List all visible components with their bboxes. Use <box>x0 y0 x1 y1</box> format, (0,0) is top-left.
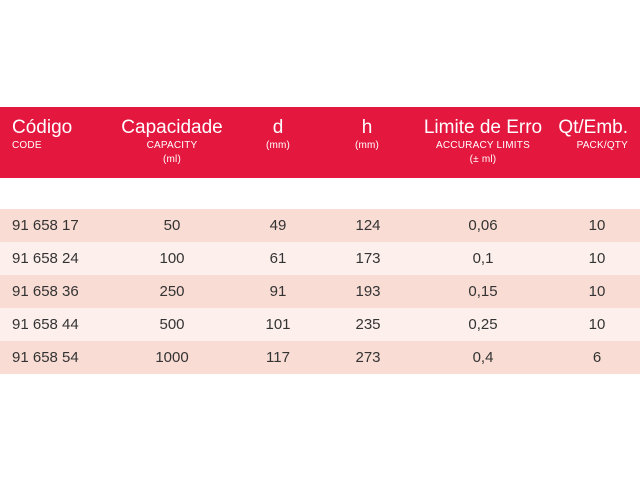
header-limit: Limite de Erro ACCURACY LIMITS (± ml) <box>418 107 548 178</box>
cell-d: 117 <box>266 349 290 366</box>
cell-h: 273 <box>355 349 381 366</box>
cell-capacity: 1000 <box>155 349 189 366</box>
header-d: d (mm) <box>256 107 300 178</box>
header-code-subtitle: CODE <box>12 140 42 151</box>
header-qty: Qt/Emb. PACK/QTY <box>558 107 628 178</box>
cell-qty: 10 <box>588 217 606 234</box>
header-code-title: Código <box>12 117 73 138</box>
cell-code: 91 658 17 <box>12 217 79 234</box>
cell-code: 91 658 44 <box>12 316 79 333</box>
cell-qty: 10 <box>588 316 606 333</box>
cell-code: 91 658 24 <box>12 250 79 267</box>
cell-qty: 10 <box>588 250 606 267</box>
header-limit-title: Limite de Erro <box>423 117 543 138</box>
table-row: 91 658 44 500 101 235 0,25 10 <box>0 308 640 341</box>
header-h-unit: (mm) <box>354 140 380 151</box>
table-header: Código CODE Capacidade CAPACITY (ml) d (… <box>0 107 640 178</box>
cell-h: 193 <box>355 283 381 300</box>
header-qty-title: Qt/Emb. <box>558 117 628 138</box>
header-h-title: h <box>361 117 373 138</box>
cell-h: 235 <box>355 316 381 333</box>
cell-limit: 0,15 <box>468 283 498 300</box>
cell-qty: 6 <box>592 349 602 366</box>
header-capacity-unit: (ml) <box>162 154 181 165</box>
header-capacity: Capacidade CAPACITY (ml) <box>121 107 223 178</box>
cell-capacity: 250 <box>159 283 185 300</box>
cell-limit: 0,4 <box>472 349 494 366</box>
cell-capacity: 500 <box>159 316 185 333</box>
cell-capacity: 50 <box>163 217 181 234</box>
cell-limit: 0,25 <box>468 316 498 333</box>
header-code: Código CODE <box>12 107 72 178</box>
cell-code: 91 658 54 <box>12 349 79 366</box>
header-limit-subtitle: ACCURACY LIMITS <box>436 140 530 151</box>
cell-capacity: 100 <box>159 250 185 267</box>
cell-qty: 10 <box>588 283 606 300</box>
table-row: 91 658 24 100 61 173 0,1 10 <box>0 242 640 275</box>
table-body: 91 658 17 50 49 124 0,06 10 91 658 24 10… <box>0 209 640 374</box>
cell-d: 61 <box>269 250 287 267</box>
cell-code: 91 658 36 <box>12 283 79 300</box>
cell-d: 101 <box>265 316 291 333</box>
cell-limit: 0,06 <box>468 217 498 234</box>
header-d-unit: (mm) <box>265 140 291 151</box>
cell-h: 173 <box>355 250 381 267</box>
cell-h: 124 <box>355 217 381 234</box>
header-capacity-title: Capacidade <box>121 117 223 138</box>
cell-d: 91 <box>269 283 287 300</box>
header-limit-unit: (± ml) <box>469 154 497 165</box>
cell-limit: 0,1 <box>472 250 494 267</box>
table-row: 91 658 36 250 91 193 0,15 10 <box>0 275 640 308</box>
header-qty-subtitle: PACK/QTY <box>576 140 628 151</box>
table-row: 91 658 17 50 49 124 0,06 10 <box>0 209 640 242</box>
cell-d: 49 <box>269 217 287 234</box>
header-d-title: d <box>272 117 284 138</box>
header-capacity-subtitle: CAPACITY <box>146 140 198 151</box>
table-row: 91 658 54 1000 117 273 0,4 6 <box>0 341 640 374</box>
header-h: h (mm) <box>345 107 389 178</box>
